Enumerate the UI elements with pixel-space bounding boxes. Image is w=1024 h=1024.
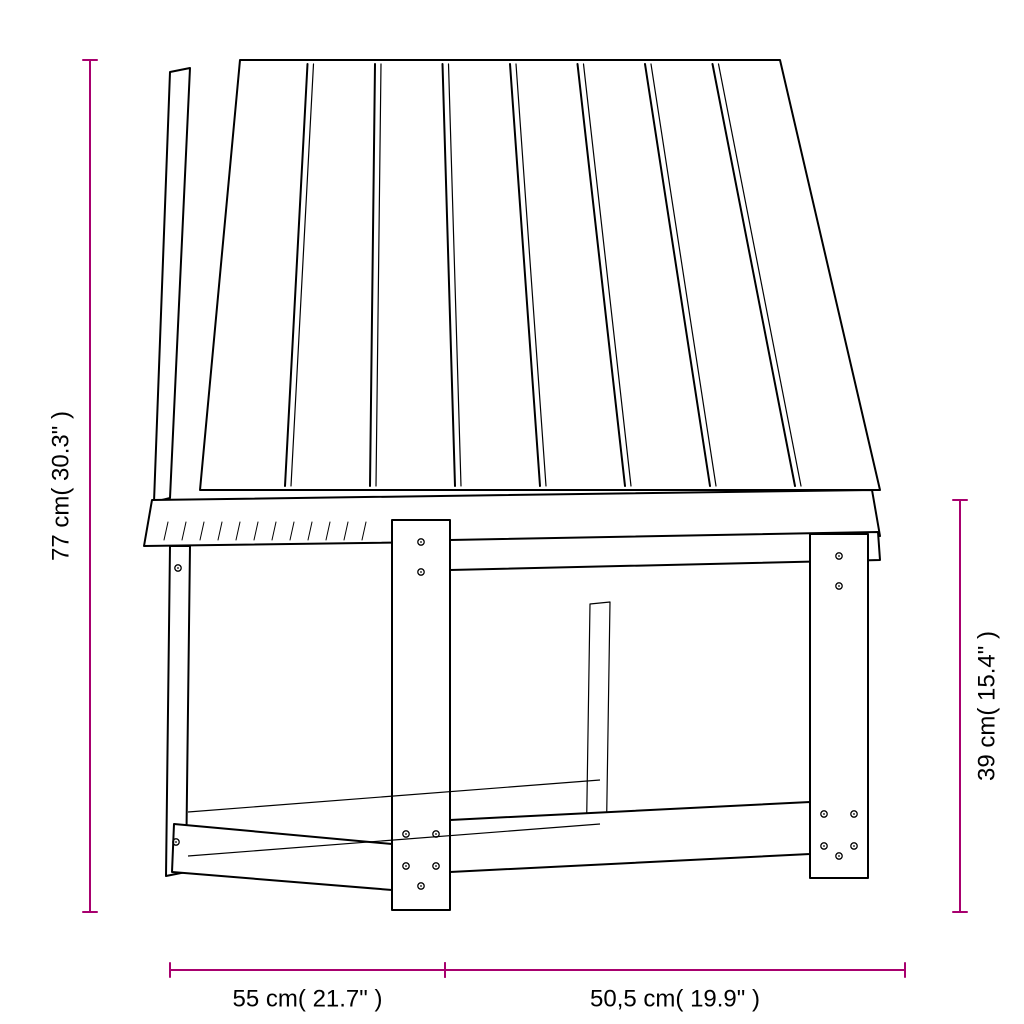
dimension-drawing: 77 cm( 30.3" ) 39 cm( 15.4" ) 55 cm( 21.7"… [0, 0, 1024, 1024]
height-total-label: 77 cm( 30.3" ) [47, 411, 74, 561]
seat-height-label: 39 cm( 15.4" ) [973, 631, 1000, 781]
depth-label: 55 cm( 21.7" ) [233, 985, 383, 1012]
width-label: 50,5 cm( 19.9" ) [590, 985, 760, 1012]
chair-line-drawing [144, 60, 880, 910]
